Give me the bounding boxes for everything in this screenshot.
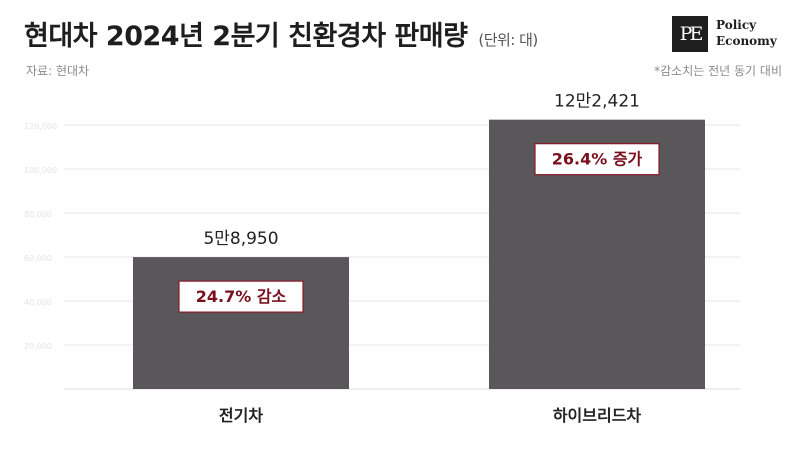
footnote-label: *감소치는 전년 동기 대비 <box>654 64 782 78</box>
logo-text: Policy Economy <box>716 17 777 49</box>
chart-title-text: 현대차 2024년 2분기 친환경차 판매량 <box>24 21 468 52</box>
bar-value-label: 12만2,421 <box>554 92 640 112</box>
change-badge-label: 24.7% 감소 <box>196 287 287 306</box>
y-tick-label: 100,000 <box>24 166 57 175</box>
y-tick-label: 120,000 <box>24 122 57 131</box>
source-label: 자료: 현대차 <box>26 64 90 78</box>
bar-value-label: 5만8,950 <box>203 229 278 249</box>
x-category-label: 전기차 <box>219 406 263 425</box>
logo-mark: PE <box>672 16 708 52</box>
y-tick-label: 80,000 <box>24 210 52 219</box>
bar <box>133 257 349 389</box>
y-tick-label: 60,000 <box>24 254 52 263</box>
change-badge <box>534 143 660 176</box>
policy-economy-logo: PE Policy Economy <box>672 14 792 54</box>
chart-title: 현대차 2024년 2분기 친환경차 판매량 (단위: 대) <box>24 14 538 53</box>
change-badge <box>178 280 304 313</box>
x-category-label: 하이브리드차 <box>553 406 642 425</box>
y-tick-label: 20,000 <box>24 342 52 351</box>
change-badge-label: 26.4% 증가 <box>552 150 643 169</box>
unit-label: (단위: 대) <box>478 31 538 49</box>
y-tick-label: 40,000 <box>24 298 52 307</box>
logo-text-line1: Policy <box>716 18 757 32</box>
logo-text-line2: Economy <box>716 34 777 48</box>
